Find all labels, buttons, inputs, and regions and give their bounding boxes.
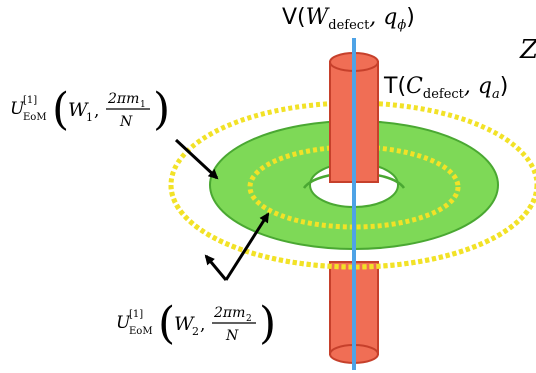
svg-text:2: 2: [246, 314, 252, 324]
svg-text:N: N: [119, 114, 133, 130]
svg-text:W: W: [68, 99, 89, 121]
svg-text:T(Cdefect, qa): T(Cdefect, qa): [383, 74, 508, 102]
arrow-to-torus: [174, 138, 219, 180]
corner-glyph: Z: [519, 35, 536, 65]
svg-text:1: 1: [140, 100, 146, 110]
operator-label-1: U [1] EoM ( W 1 , 2πm 1 N ): [10, 84, 170, 135]
paren-right: ): [153, 84, 170, 135]
svg-text:[1]: [1]: [129, 309, 143, 320]
operator-label-2: U [1] EoM ( W 2 , 2πm 2 N ): [116, 298, 276, 349]
paren-left: (: [52, 84, 69, 135]
svg-text:U: U: [116, 313, 131, 333]
svg-text:[1]: [1]: [23, 95, 37, 106]
right-label: T(Cdefect, qa): [383, 74, 508, 102]
svg-text:W: W: [174, 313, 195, 335]
svg-text:2: 2: [192, 325, 199, 338]
svg-text:1: 1: [86, 111, 93, 124]
arrow-to-outer-circle: [204, 254, 228, 281]
comma: ,: [200, 315, 205, 335]
svg-text:U: U: [10, 99, 25, 119]
svg-text:2πm: 2πm: [107, 91, 139, 107]
svg-text:N: N: [225, 328, 239, 344]
top-label: V(Wdefect, qϕ): [282, 5, 415, 33]
comma: ,: [94, 101, 99, 121]
svg-text:EoM: EoM: [129, 326, 153, 337]
svg-text:V(Wdefect, qϕ): V(Wdefect, qϕ): [282, 5, 415, 33]
svg-text:2πm: 2πm: [213, 305, 245, 321]
paren-right: ): [259, 298, 276, 349]
outer-dotted-front-arc: [168, 184, 536, 270]
arrow-to-inner-circle: [224, 212, 270, 281]
svg-text:EoM: EoM: [23, 112, 47, 123]
paren-left: (: [158, 298, 175, 349]
inner-dotted-circle: [247, 144, 461, 230]
